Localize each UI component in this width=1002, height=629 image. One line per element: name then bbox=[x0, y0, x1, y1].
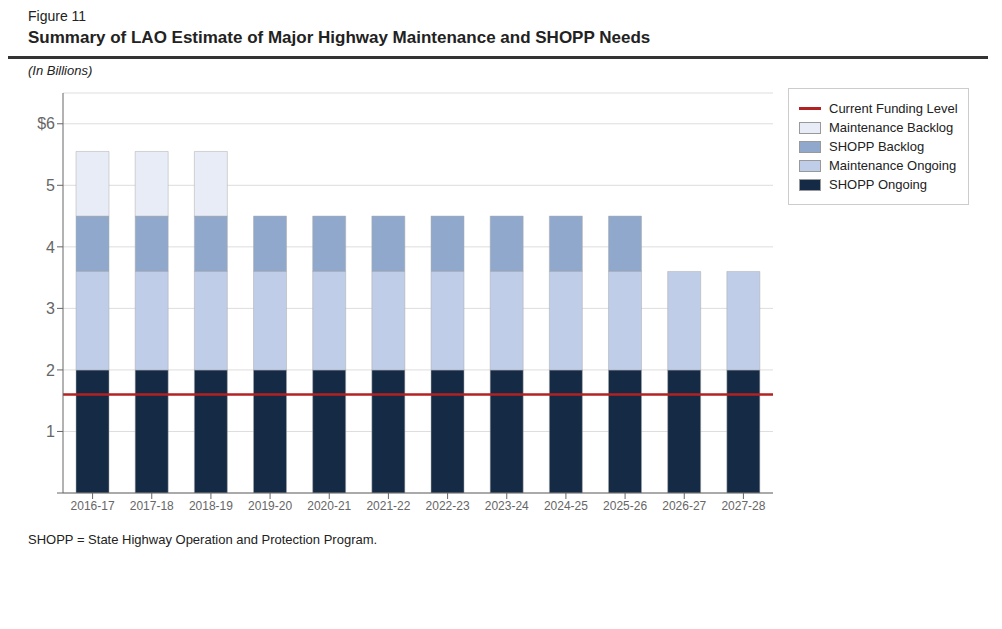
svg-text:$6: $6 bbox=[37, 115, 55, 132]
svg-text:2025-26: 2025-26 bbox=[603, 499, 647, 513]
html-text:(In Billions): (In Billions) bbox=[28, 63, 93, 78]
svg-text:2023-24: 2023-24 bbox=[485, 499, 529, 513]
html-text:Maintenance Ongoing: Maintenance Ongoing bbox=[829, 158, 957, 173]
svg-text:2021-22: 2021-22 bbox=[366, 499, 410, 513]
svg-text:2026-27: 2026-27 bbox=[662, 499, 706, 513]
svg-text:2016-17: 2016-17 bbox=[71, 499, 115, 513]
html-text:Figure 11: Figure 11 bbox=[28, 8, 87, 24]
html-text:Current Funding Level: Current Funding Level bbox=[829, 101, 958, 116]
svg-text:2: 2 bbox=[46, 362, 55, 379]
svg-text:2020-21: 2020-21 bbox=[307, 499, 351, 513]
html-text:SHOPP = State Highway Operatio: SHOPP = State Highway Operation and Prot… bbox=[28, 532, 378, 547]
svg-text:2018-19: 2018-19 bbox=[189, 499, 233, 513]
svg-text:2027-28: 2027-28 bbox=[721, 499, 765, 513]
svg-text:2022-23: 2022-23 bbox=[426, 499, 470, 513]
html-text:SHOPP Backlog: SHOPP Backlog bbox=[829, 139, 925, 154]
svg-text:2019-20: 2019-20 bbox=[248, 499, 292, 513]
svg-text:3: 3 bbox=[46, 300, 55, 317]
svg-text:5: 5 bbox=[46, 177, 55, 194]
html-text:Summary of LAO Estimate of Maj: Summary of LAO Estimate of Major Highway… bbox=[28, 28, 651, 47]
svg-text:4: 4 bbox=[46, 239, 55, 256]
svg-text:2024-25: 2024-25 bbox=[544, 499, 588, 513]
svg-text:2017-18: 2017-18 bbox=[130, 499, 174, 513]
html-text:SHOPP Ongoing: SHOPP Ongoing bbox=[829, 177, 927, 192]
html-text:Maintenance Backlog: Maintenance Backlog bbox=[829, 120, 954, 135]
svg-text:1: 1 bbox=[46, 423, 55, 440]
